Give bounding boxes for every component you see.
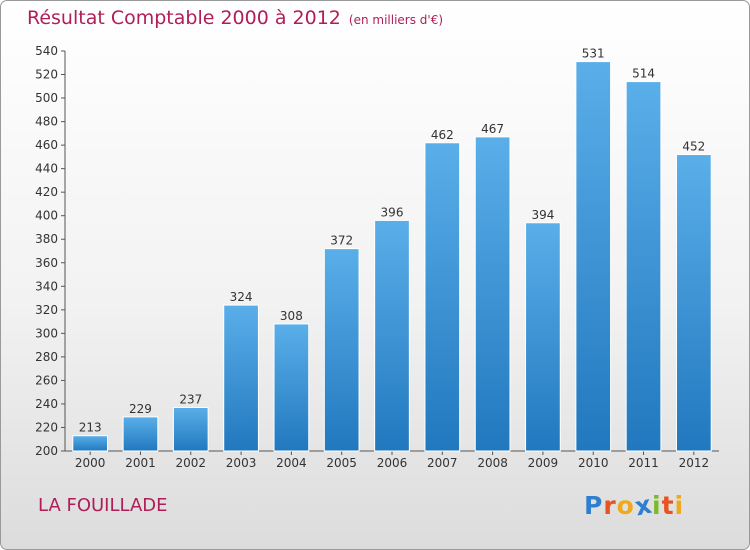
x-tick-label-2008: 2008 [477, 456, 508, 470]
bar-2011 [625, 81, 662, 452]
value-label-2003: 324 [230, 290, 253, 304]
y-tick-label: 240 [35, 397, 58, 411]
y-tick-label: 220 [35, 420, 58, 434]
y-tick-label: 360 [35, 256, 58, 270]
value-label-2011: 514 [632, 67, 655, 81]
logo-letter: i [674, 491, 685, 520]
logo-letter: i [652, 491, 662, 520]
value-label-2009: 394 [531, 208, 554, 222]
bar-2010 [575, 61, 612, 452]
value-label-2008: 467 [481, 122, 504, 136]
bar-2000 [72, 435, 109, 452]
value-label-2007: 462 [431, 128, 454, 142]
y-tick-label: 420 [35, 185, 58, 199]
logo-letter: r [603, 491, 617, 520]
y-tick-label: 400 [35, 209, 58, 223]
place-name: LA FOUILLADE [38, 495, 168, 516]
bar-2008 [474, 136, 511, 452]
y-tick-label: 300 [35, 326, 58, 340]
chart-title: Résultat Comptable 2000 à 2012 [27, 7, 341, 29]
x-tick-label-2001: 2001 [125, 456, 156, 470]
logo-letter: o [616, 491, 635, 520]
bar-2004 [273, 323, 310, 452]
x-tick-label-2011: 2011 [628, 456, 659, 470]
proxiti-logo[interactable]: Proxiti [584, 490, 685, 522]
value-label-2010: 531 [582, 47, 605, 61]
chart-subtitle: (en milliers d'€) [348, 13, 444, 27]
x-tick-label-2012: 2012 [679, 456, 710, 470]
value-label-2002: 237 [179, 392, 202, 406]
x-tick-label-2000: 2000 [75, 456, 106, 470]
y-tick-label: 340 [35, 279, 58, 293]
y-tick-label: 460 [35, 138, 58, 152]
logo-letter: t [661, 491, 675, 520]
value-label-2000: 213 [79, 421, 102, 435]
x-tick-label-2003: 2003 [226, 456, 257, 470]
x-tick-label-2002: 2002 [175, 456, 206, 470]
x-tick-label-2010: 2010 [578, 456, 609, 470]
x-tick-label-2004: 2004 [276, 456, 307, 470]
y-tick-label: 500 [35, 91, 58, 105]
bar-2007 [424, 142, 461, 452]
value-label-2004: 308 [280, 309, 303, 323]
logo-letter: P [584, 491, 604, 520]
value-label-2005: 372 [330, 234, 353, 248]
y-tick-label: 540 [35, 44, 58, 58]
value-label-2012: 452 [682, 140, 705, 154]
bar-2002 [172, 406, 209, 452]
value-label-2001: 229 [129, 402, 152, 416]
x-tick-label-2005: 2005 [326, 456, 357, 470]
x-tick-label-2009: 2009 [528, 456, 559, 470]
y-tick-label: 260 [35, 373, 58, 387]
y-tick-label: 320 [35, 303, 58, 317]
y-tick-label: 480 [35, 115, 58, 129]
bar-2012 [675, 154, 712, 452]
x-tick-label-2007: 2007 [427, 456, 458, 470]
bar-2005 [323, 248, 360, 452]
chart-title-block: Résultat Comptable 2000 à 2012 (en millie… [27, 7, 443, 29]
y-tick-label: 280 [35, 350, 58, 364]
value-label-2006: 396 [381, 205, 404, 219]
bar-2006 [374, 219, 410, 452]
y-tick-label: 380 [35, 232, 58, 246]
y-tick-label: 200 [35, 444, 58, 458]
bar-2001 [122, 416, 159, 452]
y-tick-label: 440 [35, 162, 58, 176]
bar-2009 [525, 222, 561, 452]
x-tick-label-2006: 2006 [377, 456, 408, 470]
y-tick-label: 520 [35, 68, 58, 82]
bar-2003 [223, 304, 259, 452]
